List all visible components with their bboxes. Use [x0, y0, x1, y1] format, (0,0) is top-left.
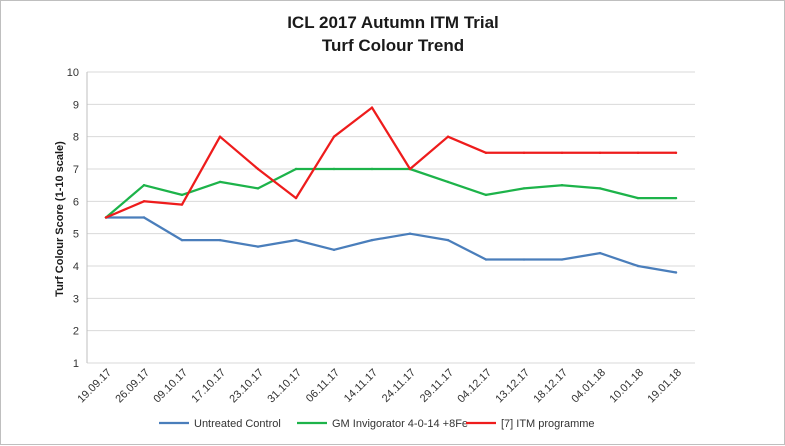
data-point [256, 245, 260, 248]
data-point [218, 135, 222, 138]
data-point [180, 238, 184, 242]
data-point [256, 187, 260, 190]
data-point [370, 106, 374, 109]
data-point [674, 271, 678, 274]
data-point [142, 216, 146, 219]
data-point [636, 264, 640, 268]
data-point [636, 151, 640, 155]
data-point [180, 193, 184, 197]
x-tick-label: 10.01.18 [607, 367, 646, 406]
x-tick-label: 09.10.17 [151, 367, 190, 406]
legend-label: GM Invigorator 4-0-14 +8Fe [332, 418, 468, 430]
y-tick-label: 4 [73, 261, 79, 273]
x-tick-label: 14.11.17 [342, 367, 380, 405]
data-point [294, 196, 298, 200]
legend-item-2: [7] ITM programme [466, 418, 595, 430]
data-point [484, 193, 488, 197]
series-line-1 [104, 167, 678, 219]
data-point [484, 258, 488, 261]
data-point [674, 151, 678, 155]
y-axis-label: Turf Colour Score (1-10 scale) [54, 141, 66, 297]
x-tick-label: 29.11.17 [418, 367, 456, 405]
data-point [104, 216, 108, 219]
y-tick-label: 8 [73, 132, 79, 144]
data-point [446, 238, 450, 242]
data-point [332, 167, 336, 171]
data-point [446, 135, 450, 138]
x-tick-label: 19.01.18 [645, 367, 684, 406]
x-tick-label: 17.10.17 [189, 367, 228, 406]
data-point [294, 167, 298, 171]
y-tick-label: 3 [73, 293, 79, 305]
y-tick-label: 6 [73, 196, 79, 208]
data-point [370, 238, 374, 242]
data-point [408, 232, 412, 235]
legend-item-1: GM Invigorator 4-0-14 +8Fe [297, 418, 468, 430]
x-tick-label: 26.09.17 [113, 367, 152, 406]
legend-label: [7] ITM programme [501, 418, 595, 430]
y-tick-label: 1 [73, 358, 79, 370]
x-axis-ticks: 19.09.17 26.09.17 09.10.17 17.10.17 23.10.17… [75, 367, 684, 406]
data-point [408, 167, 412, 171]
legend: Untreated Control GM Invigorator 4-0-14 +… [159, 418, 595, 430]
gridlines [86, 71, 695, 364]
y-axis-ticks: 1 2 3 4 5 6 7 8 9 10 [67, 67, 79, 370]
data-point [636, 196, 640, 200]
x-tick-label: 04.01.18 [569, 367, 608, 406]
x-tick-label: 24.11.17 [380, 367, 418, 405]
data-point [256, 167, 260, 171]
y-tick-label: 5 [73, 229, 79, 241]
y-tick-label: 7 [73, 164, 79, 176]
data-point [522, 258, 526, 261]
legend-item-0: Untreated Control [159, 418, 281, 430]
series-lines [104, 106, 678, 274]
x-tick-label: 18.12.17 [531, 367, 570, 406]
chart-subtitle: Turf Colour Trend [322, 36, 464, 55]
data-point [332, 135, 336, 138]
chart-title: ICL 2017 Autumn ITM Trial [287, 13, 499, 32]
series-line-0 [104, 216, 678, 274]
data-point [370, 167, 374, 171]
data-point [598, 187, 602, 190]
y-tick-label: 2 [73, 326, 79, 338]
y-tick-label: 10 [67, 67, 79, 79]
x-tick-label: 04.12.17 [455, 367, 494, 406]
data-point [598, 251, 602, 255]
data-point [218, 238, 222, 242]
data-point [674, 196, 678, 200]
data-point [218, 180, 222, 184]
data-point [560, 151, 564, 155]
data-point [446, 180, 450, 184]
data-point [598, 151, 602, 155]
data-point [484, 151, 488, 155]
data-point [294, 238, 298, 242]
data-point [332, 248, 336, 252]
legend-label: Untreated Control [194, 418, 281, 430]
data-point [142, 200, 146, 203]
series-line-2 [104, 106, 678, 219]
data-point [560, 258, 564, 261]
y-tick-label: 9 [73, 99, 79, 111]
x-tick-label: 31.10.17 [265, 367, 304, 406]
data-point [180, 203, 184, 206]
x-tick-label: 13.12.17 [493, 367, 532, 406]
x-tick-label: 06.11.17 [304, 367, 342, 405]
x-tick-label: 19.09.17 [75, 367, 114, 406]
data-point [142, 183, 146, 187]
data-point [522, 151, 526, 155]
x-tick-label: 23.10.17 [227, 367, 266, 406]
data-point [522, 187, 526, 190]
data-point [560, 183, 564, 187]
